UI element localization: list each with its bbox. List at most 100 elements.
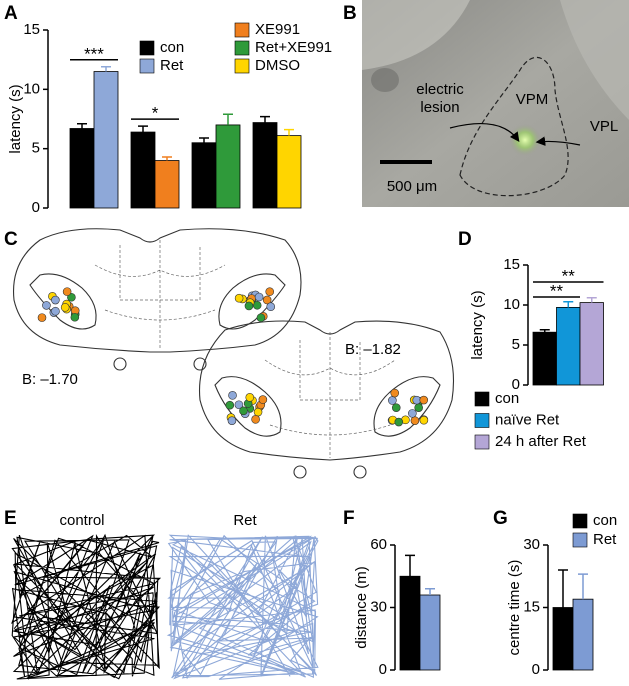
site-dot bbox=[256, 313, 266, 323]
error-bar bbox=[260, 115, 270, 123]
site-dot bbox=[62, 287, 72, 296]
site-dot bbox=[244, 301, 254, 311]
site-dot bbox=[388, 396, 397, 405]
bar bbox=[93, 71, 119, 209]
significance-label: ** bbox=[562, 266, 576, 285]
site-dot bbox=[251, 415, 260, 424]
legend-label: Ret+XE991 bbox=[255, 39, 332, 56]
y-axis-label: distance (m) bbox=[353, 566, 370, 649]
lesion-label: lesion bbox=[420, 99, 459, 116]
section-label: B: –1.82 bbox=[345, 341, 401, 358]
y-tick-label: 10 bbox=[23, 80, 40, 97]
y-tick-label: 30 bbox=[370, 598, 387, 615]
bar bbox=[399, 575, 421, 671]
y-tick-label: 15 bbox=[23, 21, 40, 38]
error-bar bbox=[578, 573, 588, 600]
bar bbox=[579, 302, 604, 386]
site-dot bbox=[391, 403, 401, 412]
site-dot bbox=[60, 303, 70, 312]
error-bar bbox=[405, 554, 415, 577]
bar bbox=[419, 594, 441, 671]
y-tick-label: 60 bbox=[370, 536, 387, 553]
y-tick-label: 5 bbox=[32, 140, 40, 157]
bar bbox=[69, 128, 95, 209]
region-label: VPM bbox=[516, 91, 549, 108]
legend-swatch bbox=[572, 513, 588, 529]
site-dot bbox=[37, 313, 47, 322]
bar bbox=[276, 135, 302, 209]
legend-label: 24 h after Ret bbox=[495, 433, 587, 450]
panel-label: C bbox=[4, 229, 18, 250]
legend-label: con bbox=[160, 39, 184, 56]
y-axis-label: centre time (s) bbox=[506, 560, 523, 656]
legend-swatch bbox=[474, 434, 490, 450]
site-dot bbox=[227, 416, 237, 425]
bar bbox=[556, 306, 581, 386]
legend-swatch bbox=[139, 40, 155, 56]
significance-label: *** bbox=[84, 44, 104, 63]
error-bar bbox=[558, 569, 568, 608]
legend-swatch bbox=[234, 58, 250, 74]
site-dot bbox=[266, 302, 276, 312]
site-dot bbox=[42, 301, 51, 310]
site-dot bbox=[408, 409, 417, 418]
y-tick-label: 0 bbox=[532, 661, 540, 678]
error-bar bbox=[199, 137, 209, 143]
track bbox=[166, 534, 319, 680]
legend-swatch bbox=[572, 532, 588, 548]
site-dot bbox=[265, 287, 275, 296]
lesion-label: electric bbox=[416, 81, 464, 98]
site-dot bbox=[225, 400, 235, 410]
bar bbox=[552, 607, 574, 671]
bar bbox=[532, 331, 557, 386]
bar bbox=[154, 160, 180, 209]
site-dot bbox=[51, 306, 60, 316]
site-dot bbox=[253, 407, 263, 417]
y-tick-label: 0 bbox=[32, 199, 40, 216]
site-dot bbox=[234, 293, 244, 303]
site-dot bbox=[262, 295, 272, 305]
error-bar bbox=[539, 329, 550, 333]
site-dot bbox=[228, 391, 237, 400]
significance-label: ** bbox=[550, 281, 564, 300]
legend-swatch bbox=[234, 22, 250, 38]
region-label: VPL bbox=[590, 118, 618, 135]
scale-bar-label: 500 μm bbox=[387, 178, 437, 195]
error-bar bbox=[425, 588, 435, 595]
panel-label: G bbox=[493, 508, 508, 529]
y-tick-label: 0 bbox=[512, 376, 520, 393]
error-bar bbox=[586, 297, 597, 303]
site-dot bbox=[258, 395, 268, 404]
track-title: control bbox=[59, 512, 104, 529]
y-axis-label: latency (s) bbox=[7, 84, 24, 153]
site-dot bbox=[414, 403, 423, 412]
site-dot bbox=[245, 393, 255, 402]
legend-swatch bbox=[474, 391, 490, 407]
error-bar bbox=[162, 156, 172, 161]
y-tick-label: 0 bbox=[379, 661, 387, 678]
site-dot bbox=[394, 417, 404, 427]
bar bbox=[572, 598, 594, 671]
site-dot bbox=[254, 292, 264, 302]
bar bbox=[252, 122, 278, 209]
panel-label: D bbox=[458, 229, 472, 250]
error-bar bbox=[77, 122, 87, 129]
legend-label: con bbox=[495, 390, 519, 407]
legend-label: Ret bbox=[593, 531, 617, 548]
error-bar bbox=[563, 301, 574, 308]
y-tick-label: 30 bbox=[523, 536, 540, 553]
bar bbox=[215, 124, 241, 209]
legend-label: con bbox=[593, 512, 617, 529]
site-dot bbox=[419, 395, 429, 405]
error-bar bbox=[101, 66, 111, 72]
site-dot bbox=[419, 415, 429, 425]
open-field-tracks bbox=[11, 533, 319, 681]
legend-swatch bbox=[234, 40, 250, 56]
track bbox=[11, 533, 162, 681]
y-tick-label: 15 bbox=[503, 256, 520, 273]
track-title: Ret bbox=[233, 512, 257, 529]
y-tick-label: 5 bbox=[512, 336, 520, 353]
y-axis-label: latency (s) bbox=[469, 290, 486, 359]
site-dot bbox=[390, 388, 400, 398]
